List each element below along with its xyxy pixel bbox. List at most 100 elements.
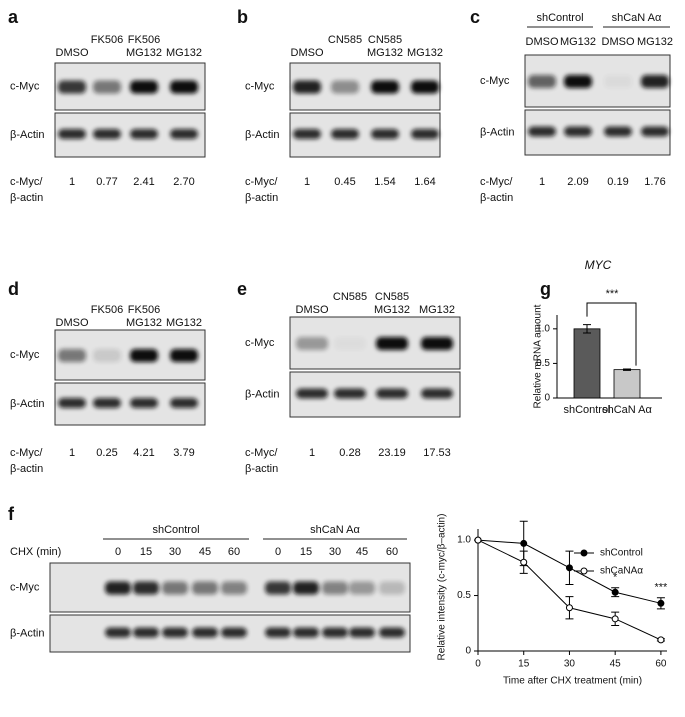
band	[293, 581, 319, 595]
point	[565, 604, 573, 612]
lane-label: CN585	[375, 291, 409, 303]
band	[371, 80, 399, 94]
error-bar	[583, 324, 591, 334]
band	[58, 129, 86, 139]
band	[334, 388, 366, 399]
ratio-label: c-Myc/	[245, 176, 278, 188]
row-label: β-Actin	[10, 129, 44, 141]
group-label: shControl	[536, 12, 583, 24]
band	[221, 627, 247, 638]
lane-label: CN585	[368, 34, 402, 46]
band	[376, 388, 408, 399]
band	[58, 349, 86, 362]
band	[293, 80, 321, 94]
band	[379, 627, 405, 638]
point	[520, 539, 528, 547]
x-tick-label: 60	[655, 659, 667, 670]
legend-marker	[580, 549, 588, 557]
bar	[613, 369, 641, 399]
band	[296, 388, 328, 399]
point	[565, 564, 573, 572]
lane-title: CHX (min)	[10, 546, 61, 558]
point	[657, 599, 665, 607]
ratio-value: 1.64	[414, 176, 435, 188]
x-tick-label: shControl	[563, 404, 610, 416]
band	[265, 627, 291, 638]
lane-label: 45	[199, 546, 211, 558]
band	[170, 80, 198, 94]
legend-marker	[580, 567, 588, 575]
lane-label: MG132	[374, 304, 410, 316]
point	[474, 536, 482, 544]
ratio-value: 17.53	[423, 447, 451, 459]
band	[604, 75, 632, 88]
band	[105, 581, 131, 595]
y-tick-label: 0.5	[536, 358, 550, 369]
ratio-value: 1	[69, 447, 75, 459]
lane-label: DMSO	[56, 47, 89, 59]
band	[192, 581, 218, 595]
lane-label: DMSO	[291, 47, 324, 59]
point	[657, 636, 665, 644]
ratio-value: 1.76	[644, 176, 665, 188]
error-bar	[623, 368, 631, 371]
band	[411, 80, 439, 94]
band	[331, 80, 359, 94]
x-axis-label: Time after CHX treatment (min)	[503, 676, 642, 687]
band	[641, 75, 669, 88]
lane-label: 15	[300, 546, 312, 558]
lane-label: 60	[228, 546, 240, 558]
y-tick-label: 0	[544, 393, 550, 404]
band	[331, 129, 359, 139]
ratio-label: β-actin	[480, 192, 513, 204]
band	[58, 398, 86, 408]
y-axis-label: Relative mRNA amount	[533, 304, 544, 408]
x-tick-label: 30	[564, 659, 576, 670]
panel-letter: d	[8, 279, 19, 299]
row-label: c-Myc	[10, 80, 40, 92]
lane-label: 15	[140, 546, 152, 558]
x-tick-label: shCaN Aα	[602, 404, 652, 416]
band	[265, 581, 291, 595]
band	[322, 627, 348, 638]
row-label: c-Myc	[480, 75, 510, 87]
group-label: shControl	[152, 524, 199, 536]
lane-label: FK506	[128, 34, 160, 46]
lane-label: FK506	[128, 304, 160, 316]
lane-label: CN585	[333, 291, 367, 303]
ratio-label: c-Myc/	[10, 447, 43, 459]
ratio-value: 2.41	[133, 176, 154, 188]
lane-label: MG132	[166, 317, 202, 329]
band	[411, 129, 439, 139]
ratio-value: 3.79	[173, 447, 194, 459]
lane-label: 0	[115, 546, 121, 558]
band	[58, 80, 86, 94]
panel-letter: g	[540, 279, 551, 299]
bar	[573, 328, 601, 399]
band	[192, 627, 218, 638]
ratio-value: 1	[309, 447, 315, 459]
row-label: β-Actin	[245, 129, 279, 141]
panel-letter: c	[470, 7, 480, 27]
band	[133, 581, 159, 595]
band	[564, 126, 592, 137]
panel-letter: e	[237, 279, 247, 299]
lane-label: MG132	[419, 304, 455, 316]
y-tick-label: 0.5	[457, 590, 471, 601]
group-label: shCaN Aα	[612, 12, 662, 24]
band	[130, 129, 158, 139]
band	[349, 627, 375, 638]
band	[130, 398, 158, 408]
band	[564, 75, 592, 88]
ratio-value: 2.09	[567, 176, 588, 188]
band	[130, 80, 158, 94]
panel-letter: b	[237, 7, 248, 27]
row-label: β-Actin	[245, 388, 279, 400]
x-tick-label: 15	[518, 659, 530, 670]
ratio-value: 1.54	[374, 176, 395, 188]
ratio-value: 23.19	[378, 447, 406, 459]
lane-label: DMSO	[296, 304, 329, 316]
band	[528, 126, 556, 137]
lane-label: FK506	[91, 34, 123, 46]
lane-label: MG132	[407, 47, 443, 59]
